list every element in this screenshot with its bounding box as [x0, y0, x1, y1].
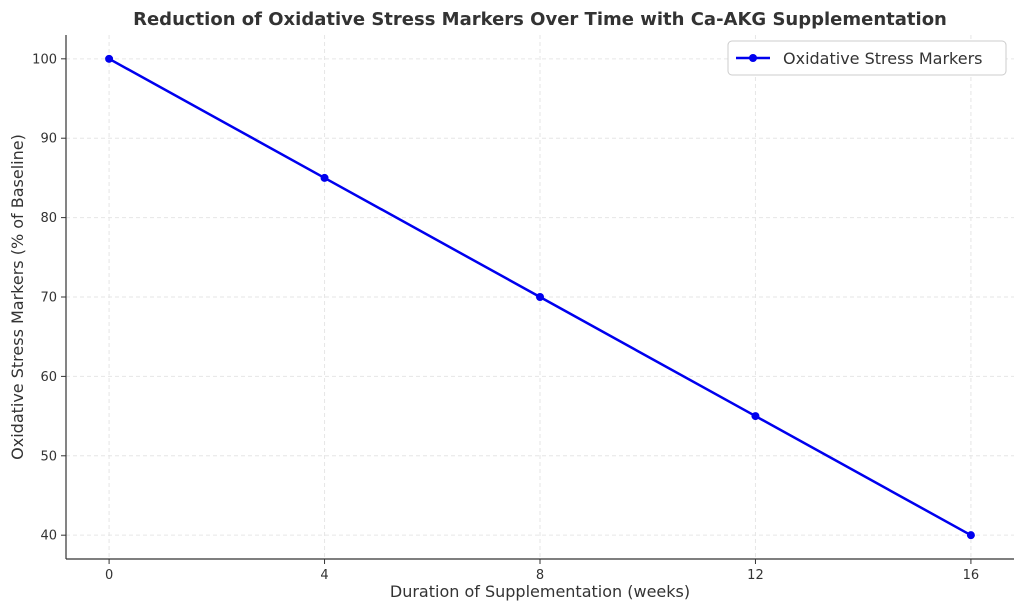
series-layer — [105, 54, 975, 540]
y-tick-label: 60 — [40, 370, 57, 385]
y-tick-label: 70 — [40, 291, 57, 306]
legend-marker-swatch — [749, 54, 757, 62]
x-tick-label: 0 — [105, 568, 113, 583]
x-tick-label: 12 — [747, 568, 764, 583]
data-point — [105, 54, 114, 63]
legend: Oxidative Stress Markers — [727, 40, 1007, 76]
data-point — [536, 293, 544, 301]
x-tick-label: 16 — [963, 568, 980, 583]
y-tick-label: 90 — [40, 132, 57, 147]
y-tick-label: 50 — [40, 449, 57, 464]
y-tick-label: 40 — [40, 529, 57, 544]
y-axis-label: Oxidative Stress Markers (% of Baseline) — [8, 134, 27, 460]
legend-box — [727, 40, 1007, 76]
x-axis-label: Duration of Supplementation (weeks) — [390, 582, 690, 601]
chart-title: Reduction of Oxidative Stress Markers Ov… — [133, 9, 947, 30]
data-point — [751, 412, 760, 421]
data-point — [320, 173, 329, 182]
tick-labels: 0 4 8 12 16 40 50 60 70 80 90 100 — [32, 52, 979, 583]
y-tick-label: 100 — [32, 52, 57, 67]
data-point — [966, 531, 975, 540]
y-tick-label: 80 — [40, 211, 57, 226]
x-tick-label: 8 — [536, 568, 544, 583]
x-tick-label: 4 — [320, 568, 328, 583]
legend-entry-label: Oxidative Stress Markers — [783, 49, 982, 68]
